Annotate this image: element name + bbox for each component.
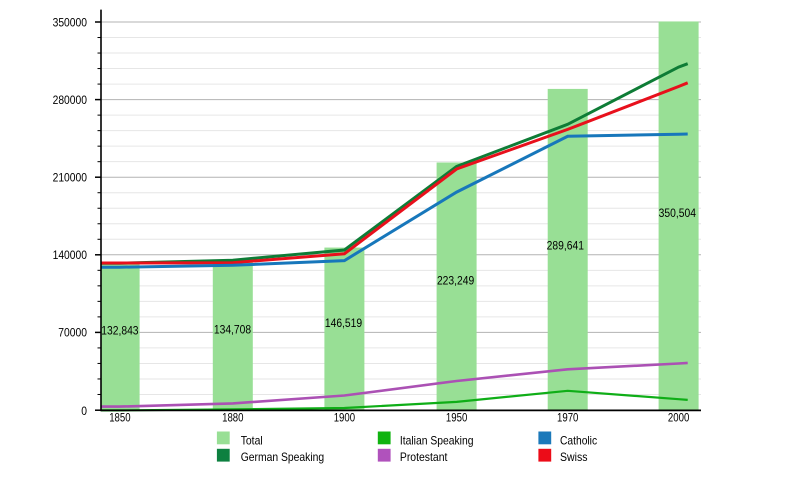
svg-text:Protestant: Protestant	[400, 450, 448, 464]
svg-text:1880: 1880	[222, 411, 244, 425]
svg-text:146,519: 146,519	[325, 316, 363, 330]
svg-text:2000: 2000	[668, 411, 690, 425]
svg-text:70000: 70000	[58, 326, 87, 340]
svg-text:132,843: 132,843	[101, 323, 139, 337]
svg-text:289,641: 289,641	[547, 239, 585, 253]
svg-text:Italian Speaking: Italian Speaking	[400, 433, 474, 447]
svg-text:280000: 280000	[53, 93, 88, 107]
svg-text:0: 0	[81, 404, 87, 418]
svg-text:1850: 1850	[109, 411, 131, 425]
svg-text:Catholic: Catholic	[560, 433, 597, 447]
svg-text:210000: 210000	[53, 171, 88, 185]
svg-text:German Speaking: German Speaking	[241, 450, 325, 464]
svg-text:1900: 1900	[334, 411, 356, 425]
svg-text:1950: 1950	[446, 411, 468, 425]
svg-text:140000: 140000	[53, 248, 88, 262]
svg-text:223,249: 223,249	[437, 273, 475, 287]
svg-text:1970: 1970	[557, 411, 579, 425]
svg-text:350000: 350000	[53, 15, 88, 29]
svg-text:134,708: 134,708	[214, 323, 252, 337]
svg-text:Total: Total	[241, 433, 263, 447]
svg-text:350,504: 350,504	[659, 206, 697, 220]
svg-text:Swiss: Swiss	[560, 450, 588, 464]
